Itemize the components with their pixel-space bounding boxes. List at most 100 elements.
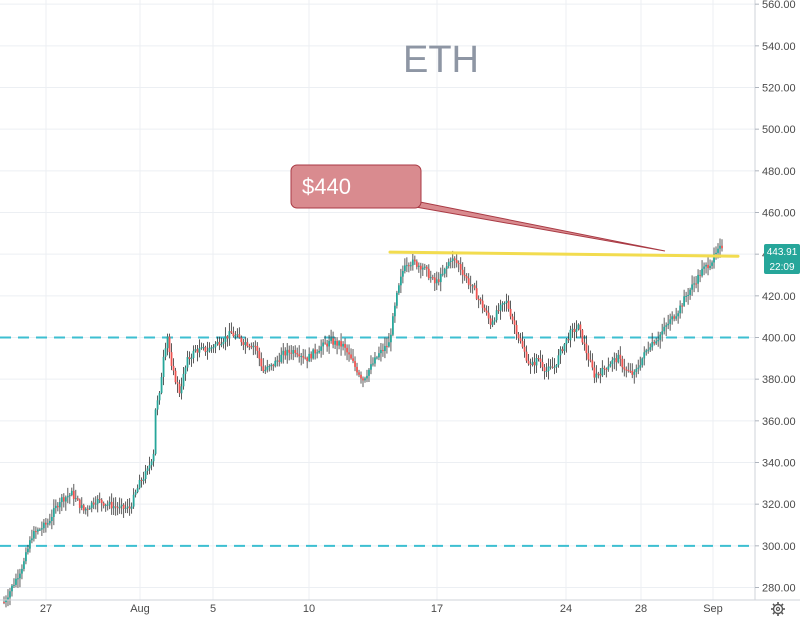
candle[interactable] xyxy=(603,365,606,376)
candle[interactable] xyxy=(523,338,526,358)
candle[interactable] xyxy=(645,348,648,356)
candle[interactable] xyxy=(635,364,638,378)
candle[interactable] xyxy=(174,367,177,385)
candle[interactable] xyxy=(685,291,687,303)
candle[interactable] xyxy=(394,302,396,323)
candle[interactable] xyxy=(623,358,626,377)
candle[interactable] xyxy=(513,311,516,334)
candle[interactable] xyxy=(386,337,388,354)
candle[interactable] xyxy=(292,346,295,361)
candle[interactable] xyxy=(268,364,271,372)
candle[interactable] xyxy=(681,303,684,314)
candle[interactable] xyxy=(647,341,650,354)
candle[interactable] xyxy=(146,465,149,475)
candle[interactable] xyxy=(300,352,303,366)
candle[interactable] xyxy=(25,547,27,565)
candle[interactable] xyxy=(348,344,350,362)
candle[interactable] xyxy=(288,345,291,361)
candle[interactable] xyxy=(52,499,55,526)
candle[interactable] xyxy=(150,458,153,471)
candle[interactable] xyxy=(208,342,211,353)
candle[interactable] xyxy=(162,349,165,386)
candle[interactable] xyxy=(210,345,213,353)
candle[interactable] xyxy=(461,262,464,284)
candle[interactable] xyxy=(657,331,660,347)
candle[interactable] xyxy=(551,357,554,369)
candle[interactable] xyxy=(46,518,49,528)
candle[interactable] xyxy=(260,352,263,372)
candle[interactable] xyxy=(421,263,424,276)
candle[interactable] xyxy=(198,339,201,358)
candle[interactable] xyxy=(204,345,207,356)
candle[interactable] xyxy=(144,464,147,484)
candle[interactable] xyxy=(435,271,438,291)
candle[interactable] xyxy=(92,497,95,510)
candle[interactable] xyxy=(21,564,23,580)
price-annotation-callout[interactable]: $440 xyxy=(290,164,666,252)
candle[interactable] xyxy=(521,332,524,349)
candle[interactable] xyxy=(80,497,83,511)
candle[interactable] xyxy=(599,368,602,384)
candle[interactable] xyxy=(182,366,185,390)
candle[interactable] xyxy=(561,346,564,354)
candle[interactable] xyxy=(130,502,133,514)
candle[interactable] xyxy=(330,329,332,344)
candle[interactable] xyxy=(72,483,75,506)
candle[interactable] xyxy=(324,335,327,345)
candle[interactable] xyxy=(200,342,203,350)
candle[interactable] xyxy=(244,336,247,354)
candle[interactable] xyxy=(390,328,392,352)
candle[interactable] xyxy=(511,313,514,325)
candle[interactable] xyxy=(222,338,225,349)
candle[interactable] xyxy=(396,290,398,309)
candle[interactable] xyxy=(388,333,390,348)
candle[interactable] xyxy=(477,295,480,309)
candle[interactable] xyxy=(66,487,69,504)
candle[interactable] xyxy=(697,269,699,293)
candle[interactable] xyxy=(427,264,430,281)
candle[interactable] xyxy=(655,337,658,346)
candle[interactable] xyxy=(332,331,334,349)
candle[interactable] xyxy=(128,498,131,516)
candle[interactable] xyxy=(31,529,33,544)
candle[interactable] xyxy=(463,266,466,281)
candle[interactable] xyxy=(274,357,277,368)
candle[interactable] xyxy=(282,343,285,364)
candle[interactable] xyxy=(248,343,251,351)
candle[interactable] xyxy=(188,351,191,365)
candle[interactable] xyxy=(126,498,129,514)
candle[interactable] xyxy=(44,518,47,533)
candle[interactable] xyxy=(695,276,697,289)
candle[interactable] xyxy=(409,261,412,271)
candle[interactable] xyxy=(707,257,709,276)
candle[interactable] xyxy=(573,322,576,342)
candle[interactable] xyxy=(479,297,482,305)
candle[interactable] xyxy=(156,395,159,416)
candle[interactable] xyxy=(82,503,85,514)
candle[interactable] xyxy=(669,313,672,331)
candle[interactable] xyxy=(178,379,181,398)
candle[interactable] xyxy=(721,239,723,252)
candle[interactable] xyxy=(499,299,502,320)
candle[interactable] xyxy=(713,247,715,269)
candle[interactable] xyxy=(194,344,197,353)
candle[interactable] xyxy=(190,353,193,367)
candle[interactable] xyxy=(168,333,171,359)
candle[interactable] xyxy=(326,339,328,352)
candle[interactable] xyxy=(563,343,566,355)
candle[interactable] xyxy=(519,332,522,344)
candle[interactable] xyxy=(76,495,79,502)
candle[interactable] xyxy=(134,489,137,498)
candle[interactable] xyxy=(148,456,151,475)
candle[interactable] xyxy=(33,526,35,542)
candle[interactable] xyxy=(531,357,534,367)
candle[interactable] xyxy=(276,355,279,367)
candle[interactable] xyxy=(449,257,452,269)
candle[interactable] xyxy=(565,337,568,353)
candle[interactable] xyxy=(106,500,109,511)
candle[interactable] xyxy=(487,305,490,325)
candle[interactable] xyxy=(609,361,612,368)
candle[interactable] xyxy=(154,408,157,456)
candle[interactable] xyxy=(447,258,450,269)
candle[interactable] xyxy=(489,315,492,329)
